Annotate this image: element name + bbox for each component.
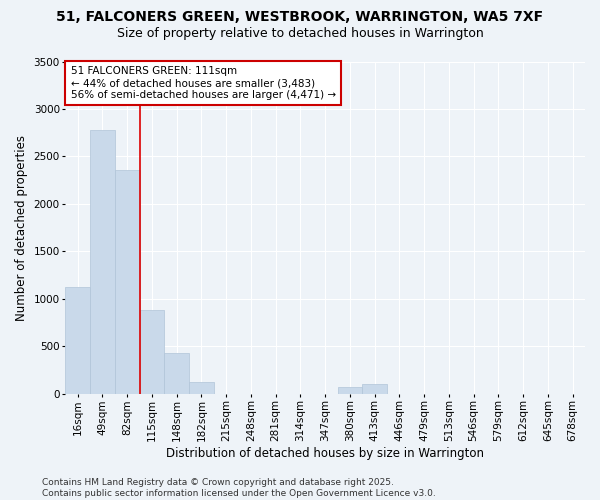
Bar (90, 130, 115, 394)
Bar (140, 310, 164, 394)
Bar (65, 288, 90, 394)
Text: 51, FALCONERS GREEN, WESTBROOK, WARRINGTON, WA5 7XF: 51, FALCONERS GREEN, WESTBROOK, WARRINGT… (56, 10, 544, 24)
Bar (362, 384, 387, 394)
Bar (338, 387, 362, 394)
Text: Size of property relative to detached houses in Warrington: Size of property relative to detached ho… (116, 28, 484, 40)
Bar (164, 353, 189, 394)
Text: Contains HM Land Registry data © Crown copyright and database right 2025.
Contai: Contains HM Land Registry data © Crown c… (42, 478, 436, 498)
Y-axis label: Number of detached properties: Number of detached properties (15, 134, 28, 320)
Text: 51 FALCONERS GREEN: 111sqm
← 44% of detached houses are smaller (3,483)
56% of s: 51 FALCONERS GREEN: 111sqm ← 44% of deta… (71, 66, 335, 100)
Bar (115, 170, 140, 394)
Bar (189, 382, 214, 394)
X-axis label: Distribution of detached houses by size in Warrington: Distribution of detached houses by size … (166, 447, 484, 460)
